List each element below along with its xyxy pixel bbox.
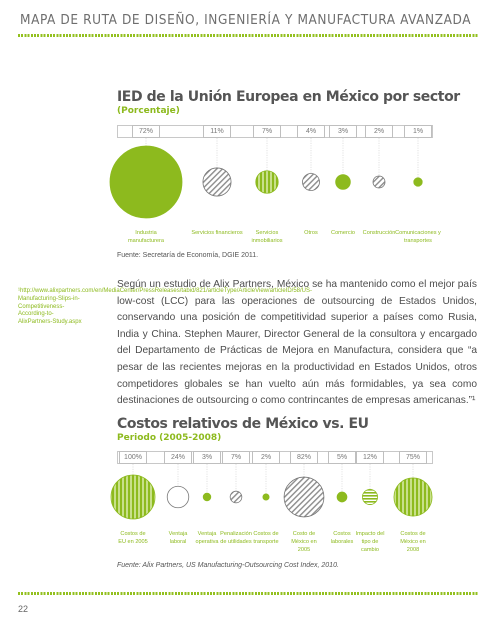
percent-label: 3% xyxy=(193,451,221,464)
percent-label: 11% xyxy=(203,125,231,138)
running-header: MAPA DE RUTA DE DISEÑO, INGENIERÍA Y MAN… xyxy=(20,12,472,28)
category-label: Ventaja operativa xyxy=(195,531,219,546)
category-label: Costos de México en 2008 xyxy=(400,531,426,554)
chart2-title: Costos relativos de México vs. EU xyxy=(117,416,369,432)
percent-label: 2% xyxy=(252,451,280,464)
footer-rule xyxy=(18,592,478,595)
percent-label: 5% xyxy=(328,451,356,464)
header-rule xyxy=(18,34,478,37)
percent-label: 3% xyxy=(329,125,357,138)
percent-label: 4% xyxy=(297,125,325,138)
percent-label: 100% xyxy=(119,451,147,464)
bubble-7 xyxy=(336,491,348,503)
category-label: Costo de México en 2005 xyxy=(291,531,317,554)
category-label: Penalización de utilidades xyxy=(220,531,252,546)
bubble-2 xyxy=(202,167,232,197)
category-label: Servicios financieros xyxy=(191,230,243,236)
category-label: Otros xyxy=(304,230,318,236)
bubble-3 xyxy=(255,170,279,194)
percent-label: 24% xyxy=(164,451,192,464)
percent-label: 12% xyxy=(356,451,384,464)
category-label: Industria manufacturera xyxy=(127,230,165,245)
bubble-3 xyxy=(202,492,212,502)
percent-label: 7% xyxy=(222,451,250,464)
bubble-5 xyxy=(262,493,270,501)
category-label: Costos laborales xyxy=(330,531,354,546)
bubble-6 xyxy=(283,476,325,518)
category-label: Impacto del tipo de cambio xyxy=(355,531,385,554)
bubble-9 xyxy=(393,477,433,517)
percent-label: 2% xyxy=(365,125,393,138)
bubble-1 xyxy=(110,474,156,520)
bubble-4 xyxy=(229,490,243,504)
bubble-6 xyxy=(372,175,386,189)
bubble-2 xyxy=(166,485,190,509)
chart1-source: Fuente: Secretaría de Economía, DGIE 201… xyxy=(117,252,259,259)
category-label: Costos de EU en 2005 xyxy=(118,531,148,546)
chart1-title: IED de la Unión Europea en México por se… xyxy=(117,89,460,105)
category-label: Comercio xyxy=(331,230,355,236)
page-number: 22 xyxy=(18,604,29,614)
bubble-5 xyxy=(335,174,351,190)
percent-label: 75% xyxy=(399,451,427,464)
chart1-subtitle: (Porcentaje) xyxy=(117,106,180,116)
percent-label: 7% xyxy=(253,125,281,138)
body-paragraph: Según un estudio de Alix Partners, Méxic… xyxy=(117,279,477,407)
bubble-7 xyxy=(413,177,423,187)
category-label: Construcción xyxy=(362,230,396,236)
category-label: Ventaja laboral xyxy=(168,531,188,546)
bubble-4 xyxy=(302,173,320,191)
bubble-8 xyxy=(361,488,379,506)
chart2-subtitle: Periodo (2005-2008) xyxy=(117,433,222,443)
bubble-1 xyxy=(109,145,183,219)
percent-label: 1% xyxy=(404,125,432,138)
chart2-source: Fuente: Alix Partners, US Manufacturing-… xyxy=(117,562,339,569)
category-label: Servicios inmobiliarios xyxy=(251,230,283,245)
category-label: Comunicaciones y transportes xyxy=(395,230,441,245)
percent-label: 72% xyxy=(132,125,160,138)
category-label: Costos de transporte xyxy=(253,531,279,546)
percent-label: 82% xyxy=(290,451,318,464)
